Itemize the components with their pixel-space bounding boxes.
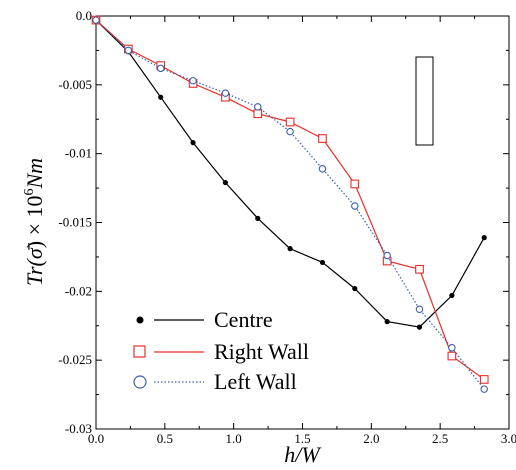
data-point-left-wall xyxy=(318,165,327,173)
data-point-left-wall xyxy=(254,103,262,111)
data-point-left-wall xyxy=(286,127,294,136)
data-point-centre xyxy=(352,285,358,292)
data-point-left-wall xyxy=(92,16,100,24)
data-point-left-wall xyxy=(189,76,197,85)
y-tick-label: 0.0 xyxy=(76,8,92,23)
x-tick-label: 2.0 xyxy=(363,431,379,446)
y-axis-label-unit: Nm xyxy=(22,158,47,190)
data-point-left-wall xyxy=(124,46,133,55)
legend-label-centre: Centre xyxy=(214,307,273,332)
x-axis-label: h/W xyxy=(284,442,321,467)
x-tick-label: 3.0 xyxy=(501,431,516,446)
legend-marker-left-wall xyxy=(133,375,147,389)
data-point-centre xyxy=(319,259,326,266)
data-point-centre xyxy=(449,292,455,299)
legend-marker-centre xyxy=(136,316,144,324)
data-point-left-wall xyxy=(156,64,165,73)
x-tick-label: 2.5 xyxy=(432,431,448,446)
x-tick-label: 0.5 xyxy=(157,431,173,446)
axis-ticks xyxy=(95,15,510,430)
y-axis-label-prefix: Tr( xyxy=(22,257,47,286)
y-axis-label-exponent: 6 xyxy=(22,189,37,196)
y-axis-label: Tr(σ̄) × 106Nm xyxy=(22,158,47,286)
y-axis-label-mid: ) × 10 xyxy=(22,196,47,249)
series-layer xyxy=(91,15,489,393)
y-tick-label: -0.02 xyxy=(65,283,92,298)
legend-label-right-wall: Right Wall xyxy=(214,339,309,364)
data-point-right-wall xyxy=(285,117,295,127)
data-point-centre xyxy=(287,246,293,252)
data-point-left-wall xyxy=(415,305,424,313)
legend-marker-right-wall xyxy=(133,345,146,358)
data-point-right-wall xyxy=(415,264,424,274)
y-tick-label: -0.015 xyxy=(58,215,92,230)
legend-label-left-wall: Left Wall xyxy=(214,369,297,394)
y-tick-label: -0.01 xyxy=(65,146,92,161)
data-point-right-wall xyxy=(350,179,360,189)
data-point-right-wall xyxy=(479,375,489,384)
data-point-centre xyxy=(481,235,487,241)
x-tick-label: 1.5 xyxy=(294,431,310,446)
legend: Centre Right Wall Left Wall xyxy=(133,307,309,394)
y-tick-label: -0.025 xyxy=(58,352,92,367)
x-tick-label: 1.0 xyxy=(226,431,242,446)
data-point-centre xyxy=(222,179,229,186)
data-point-right-wall xyxy=(318,134,327,143)
y-tick-label: -0.03 xyxy=(65,421,92,436)
x-tick-label: 0.0 xyxy=(88,431,104,446)
data-point-right-wall xyxy=(447,351,457,361)
data-point-left-wall xyxy=(448,344,456,352)
axis-tick-labels: 0.0 0.5 1.0 1.5 2.0 2.5 3.0 0.0 -0.005 -0.01 -0.01… xyxy=(58,8,516,446)
data-point-centre xyxy=(158,94,164,100)
data-point-right-wall xyxy=(253,109,263,119)
data-point-left-wall xyxy=(383,251,391,260)
data-point-left-wall xyxy=(351,202,359,210)
data-point-left-wall xyxy=(221,89,230,97)
data-point-centre xyxy=(384,319,390,325)
data-point-centre xyxy=(190,140,196,146)
data-point-centre xyxy=(255,215,261,221)
plot-frame xyxy=(95,15,510,430)
data-point-centre xyxy=(416,324,423,330)
y-tick-label: -0.005 xyxy=(58,77,92,92)
data-point-left-wall xyxy=(480,385,488,393)
inset-rectangle xyxy=(415,56,434,146)
